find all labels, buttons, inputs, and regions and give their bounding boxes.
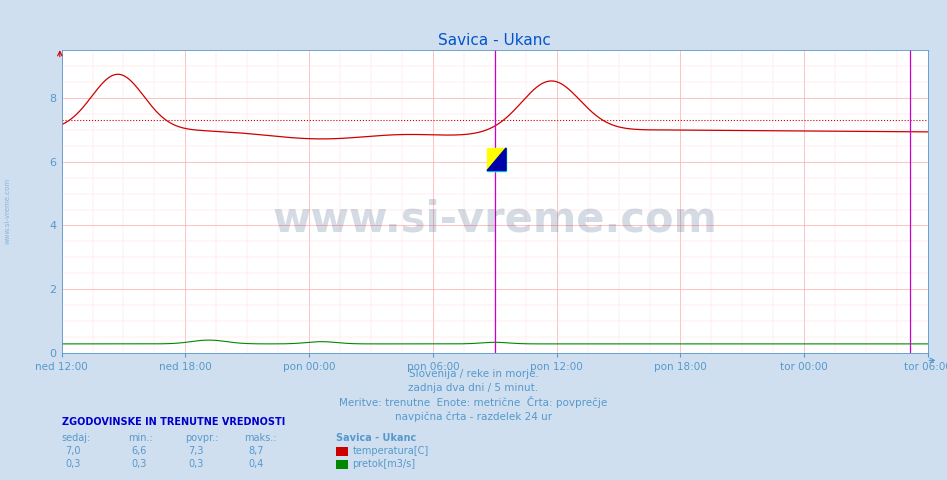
Text: www.si-vreme.com: www.si-vreme.com [273,199,717,241]
Text: temperatura[C]: temperatura[C] [352,445,429,456]
Text: zadnja dva dni / 5 minut.: zadnja dva dni / 5 minut. [408,383,539,393]
Text: povpr.:: povpr.: [185,432,218,443]
Bar [487,148,506,170]
Polygon shape [487,148,506,170]
Text: 0,3: 0,3 [65,459,80,469]
Title: Savica - Ukanc: Savica - Ukanc [438,33,551,48]
Text: navpična črta - razdelek 24 ur: navpična črta - razdelek 24 ur [395,411,552,422]
Polygon shape [487,148,506,170]
Text: Slovenija / reke in morje.: Slovenija / reke in morje. [408,369,539,379]
Text: 7,3: 7,3 [188,445,204,456]
Text: 0,4: 0,4 [248,459,263,469]
Text: 8,7: 8,7 [248,445,263,456]
Text: 0,3: 0,3 [188,459,204,469]
Text: sedaj:: sedaj: [62,432,91,443]
Text: min.:: min.: [128,432,152,443]
Text: pretok[m3/s]: pretok[m3/s] [352,459,416,469]
Text: Meritve: trenutne  Enote: metrične  Črta: povprečje: Meritve: trenutne Enote: metrične Črta: … [339,396,608,408]
Text: ZGODOVINSKE IN TRENUTNE VREDNOSTI: ZGODOVINSKE IN TRENUTNE VREDNOSTI [62,417,285,427]
Text: Savica - Ukanc: Savica - Ukanc [336,432,417,443]
Text: 0,3: 0,3 [132,459,147,469]
Text: maks.:: maks.: [244,432,277,443]
Text: 6,6: 6,6 [132,445,147,456]
Text: 7,0: 7,0 [65,445,80,456]
Text: www.si-vreme.com: www.si-vreme.com [5,178,10,244]
